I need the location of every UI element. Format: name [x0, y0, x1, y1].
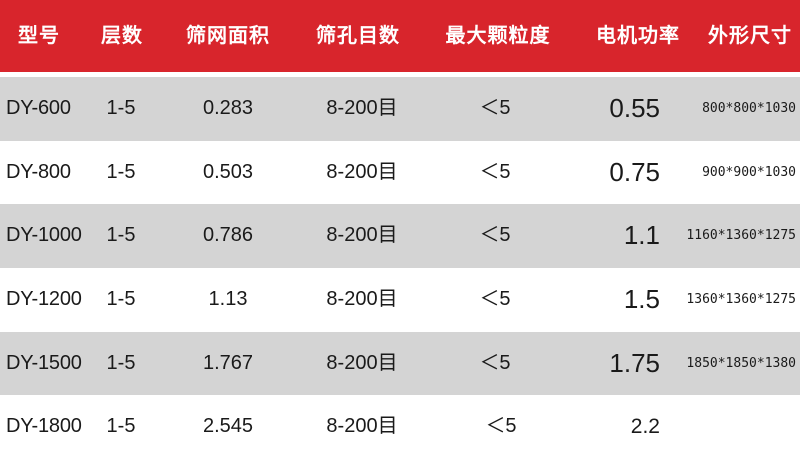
cell-power: 0.75	[609, 156, 660, 187]
column-header-power: 电机功率	[596, 25, 680, 47]
cell-area: 1.13	[208, 288, 248, 311]
cell-grain-size: ＜5	[485, 415, 517, 438]
table-row: DY-600 1-5 0.283 8-200目 ＜5 0.55 800*800*…	[0, 77, 800, 141]
cell-grain-size: ＜5	[479, 288, 511, 311]
cell-power: 1.1	[623, 220, 660, 251]
cell-grain-size: ＜5	[479, 97, 511, 119]
table-row: DY-1200 1-5 1.13 8-200目 ＜5 1.5 1360*1360…	[0, 268, 800, 332]
table-row: DY-1000 1-5 0.786 8-200目 ＜5 1.1 1160*136…	[0, 204, 800, 269]
cell-model: DY-1200	[6, 288, 82, 311]
cell-model: DY-1500	[6, 351, 82, 374]
column-header-model: 型号	[18, 25, 60, 47]
cell-mesh: 8-200目	[326, 415, 398, 438]
cell-layers: 1-5	[106, 160, 136, 183]
cell-area: 2.545	[202, 415, 254, 438]
cell-power: 2.2	[630, 415, 660, 439]
cell-grain-size: ＜5	[479, 160, 511, 183]
cell-area: 1.767	[202, 351, 254, 374]
table-row: DY-800 1-5 0.503 8-200目 ＜5 0.75 900*900*…	[0, 140, 800, 205]
cell-grain-size: ＜5	[479, 224, 511, 247]
column-header-dimensions: 外形尺寸	[708, 25, 792, 47]
table-body: DY-600 1-5 0.283 8-200目 ＜5 0.55 800*800*…	[0, 77, 800, 459]
cell-mesh: 8-200目	[326, 224, 398, 247]
cell-dimensions: 900*900*1030	[702, 164, 796, 180]
table-row: DY-1500 1-5 1.767 8-200目 ＜5 1.75 1850*18…	[0, 331, 800, 396]
cell-mesh: 8-200目	[326, 97, 398, 119]
column-header-grain: 最大颗粒度	[445, 25, 551, 47]
cell-layers: 1-5	[106, 288, 136, 311]
cell-dimensions	[666, 395, 796, 459]
cell-model: DY-1800	[6, 415, 82, 438]
column-header-layers: 层数	[101, 25, 143, 47]
cell-model: DY-800	[6, 160, 71, 183]
cell-area: 0.503	[202, 160, 254, 183]
cell-dimensions: 1850*1850*1380	[686, 355, 796, 371]
column-header-area: 筛网面积	[186, 25, 270, 47]
cell-dimensions: 800*800*1030	[702, 101, 796, 116]
cell-power: 0.55	[609, 93, 660, 123]
cell-dimensions: 1160*1360*1275	[686, 228, 796, 244]
cell-model: DY-600	[6, 97, 71, 119]
cell-model: DY-1000	[6, 224, 82, 247]
cell-power: 1.75	[609, 347, 660, 378]
cell-mesh: 8-200目	[326, 160, 398, 183]
table-row: DY-1800 1-5 2.545 8-200目 ＜5 2.2	[0, 395, 800, 459]
cell-layers: 1-5	[106, 351, 136, 374]
cell-mesh: 8-200目	[326, 351, 398, 374]
cell-layers: 1-5	[106, 415, 136, 438]
table-header-row: 型号 层数 筛网面积 筛孔目数 最大颗粒度 电机功率 外形尺寸	[0, 0, 800, 72]
cell-area: 0.283	[202, 97, 254, 119]
column-header-mesh: 筛孔目数	[316, 25, 400, 47]
cell-layers: 1-5	[106, 97, 136, 119]
cell-dimensions: 1360*1360*1275	[686, 292, 796, 308]
cell-power: 1.5	[623, 284, 660, 315]
cell-grain-size: ＜5	[479, 351, 511, 374]
cell-area: 0.786	[202, 224, 254, 247]
cell-layers: 1-5	[106, 224, 136, 247]
cell-mesh: 8-200目	[326, 288, 398, 311]
